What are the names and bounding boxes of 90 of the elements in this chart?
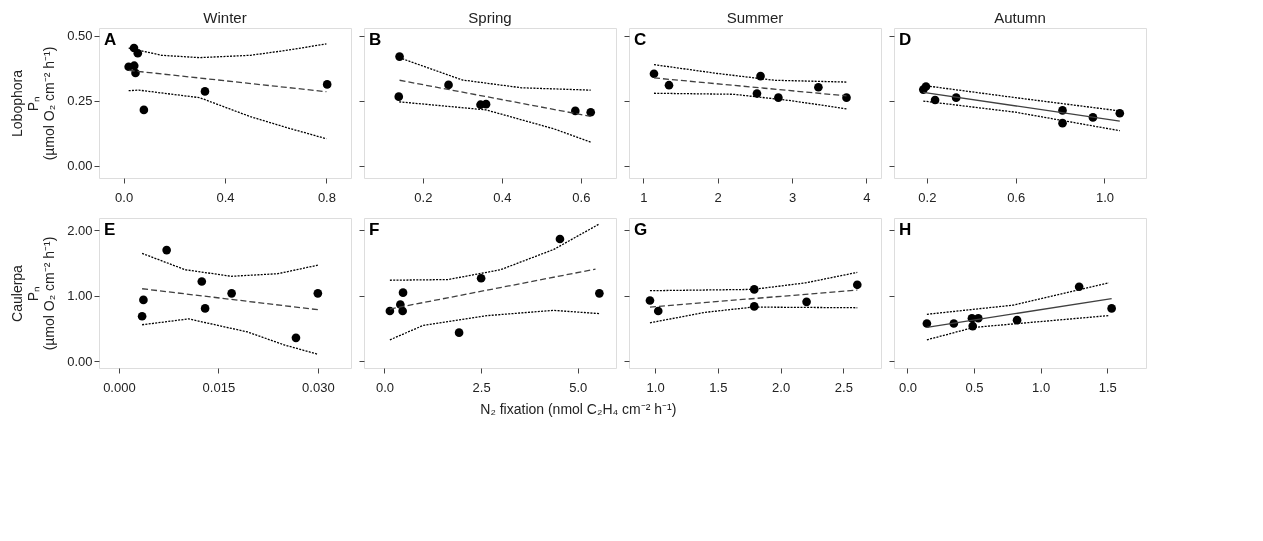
x-tick-label: 0.030 xyxy=(302,379,335,395)
x-tick-label: 1 xyxy=(640,189,648,205)
point xyxy=(200,304,210,313)
x-tick-label: 1.0 xyxy=(1095,189,1115,205)
x-tick-label: 1.5 xyxy=(1098,379,1117,395)
point xyxy=(649,69,659,79)
point xyxy=(454,328,464,337)
point xyxy=(476,273,486,283)
point xyxy=(131,68,140,78)
point xyxy=(444,80,453,90)
point xyxy=(139,105,149,115)
point xyxy=(200,87,210,96)
point xyxy=(322,80,332,89)
y-axis-title: Lobophora Pₙ (µmol O₂ cm⁻² h⁻¹) xyxy=(9,46,58,161)
point xyxy=(922,319,932,328)
annotation: H xyxy=(899,220,912,239)
annotation: F xyxy=(369,220,380,239)
x-tick-label: 0.6 xyxy=(1007,189,1026,205)
point xyxy=(968,321,978,331)
point xyxy=(664,80,674,90)
x-tick-label: 0.000 xyxy=(103,379,136,395)
point xyxy=(291,333,301,343)
x-tick-label: 5.0 xyxy=(569,379,588,395)
point xyxy=(752,89,762,98)
point xyxy=(842,93,851,102)
point xyxy=(395,52,404,61)
x-tick-label: 4 xyxy=(863,189,871,205)
y-tick-label: 2.00 xyxy=(67,222,93,238)
y-tick-label: 0.00 xyxy=(67,353,93,369)
x-tick-label: 1.5 xyxy=(709,379,728,395)
x-tick-label: 1.0 xyxy=(646,379,665,395)
x-tick-label: 0.4 xyxy=(493,189,512,205)
x-tick-label: 0.6 xyxy=(572,189,591,205)
x-tick-label: 0.0 xyxy=(115,189,134,205)
y-tick-label: 1.00 xyxy=(67,288,93,304)
x-tick-label: 3 xyxy=(788,189,797,205)
x-tick-label: 2.5 xyxy=(834,379,853,395)
chart-title: Winter xyxy=(203,9,247,26)
x-tick-label: 2 xyxy=(714,189,722,205)
x-tick-label: 1.0 xyxy=(1032,379,1051,395)
chart-title: Summer xyxy=(726,9,784,26)
annotation: B xyxy=(369,30,382,49)
point xyxy=(398,306,407,316)
point xyxy=(645,296,655,305)
point xyxy=(1107,304,1116,313)
point xyxy=(1058,118,1067,128)
x-axis-title: N₂ fixation (nmol C₂H₄ cm⁻² h⁻¹) xyxy=(480,400,677,417)
x-tick-label: 0.2 xyxy=(414,189,433,205)
x-tick-label: 0.0 xyxy=(375,379,395,395)
point xyxy=(313,289,323,298)
x-tick-label: 2.0 xyxy=(772,379,791,395)
annotation: A xyxy=(104,30,117,49)
line-series xyxy=(128,43,328,59)
y-tick-label: 0.25 xyxy=(67,93,93,109)
annotation: G xyxy=(634,220,648,239)
x-tick-label: 0.2 xyxy=(918,189,937,205)
x-tick-label: 0.0 xyxy=(898,379,917,395)
chart-title: Spring xyxy=(468,9,512,26)
point xyxy=(137,311,147,321)
point xyxy=(814,82,823,92)
point xyxy=(756,71,765,81)
point xyxy=(653,306,663,316)
x-tick-label: 0.4 xyxy=(216,189,235,205)
line-series xyxy=(141,318,319,355)
x-tick-label: 2.5 xyxy=(472,379,491,395)
chart-title: Autumn xyxy=(994,9,1046,26)
y-tick-label: 0.00 xyxy=(67,158,93,174)
point xyxy=(1115,108,1125,118)
point xyxy=(595,289,604,298)
point xyxy=(586,107,596,117)
line-series xyxy=(141,252,319,277)
annotation: C xyxy=(634,30,647,49)
point xyxy=(197,277,207,286)
x-tick-label: 0.8 xyxy=(317,189,336,205)
y-axis-title: Caulerpa Pₙ (µmol O₂ cm⁻² h⁻¹) xyxy=(9,236,58,351)
point xyxy=(555,234,565,244)
point xyxy=(398,288,408,297)
annotation: D xyxy=(899,30,912,49)
line-series xyxy=(128,89,328,140)
x-tick-label: 0.5 xyxy=(965,379,984,395)
point xyxy=(394,92,404,101)
y-tick-label: 0.50 xyxy=(67,28,93,44)
point xyxy=(852,280,862,290)
point xyxy=(774,93,783,102)
point xyxy=(139,295,148,305)
annotation: E xyxy=(104,220,116,239)
point xyxy=(162,245,171,255)
point xyxy=(227,289,236,298)
point xyxy=(802,297,811,307)
x-tick-label: 0.015 xyxy=(202,379,236,395)
